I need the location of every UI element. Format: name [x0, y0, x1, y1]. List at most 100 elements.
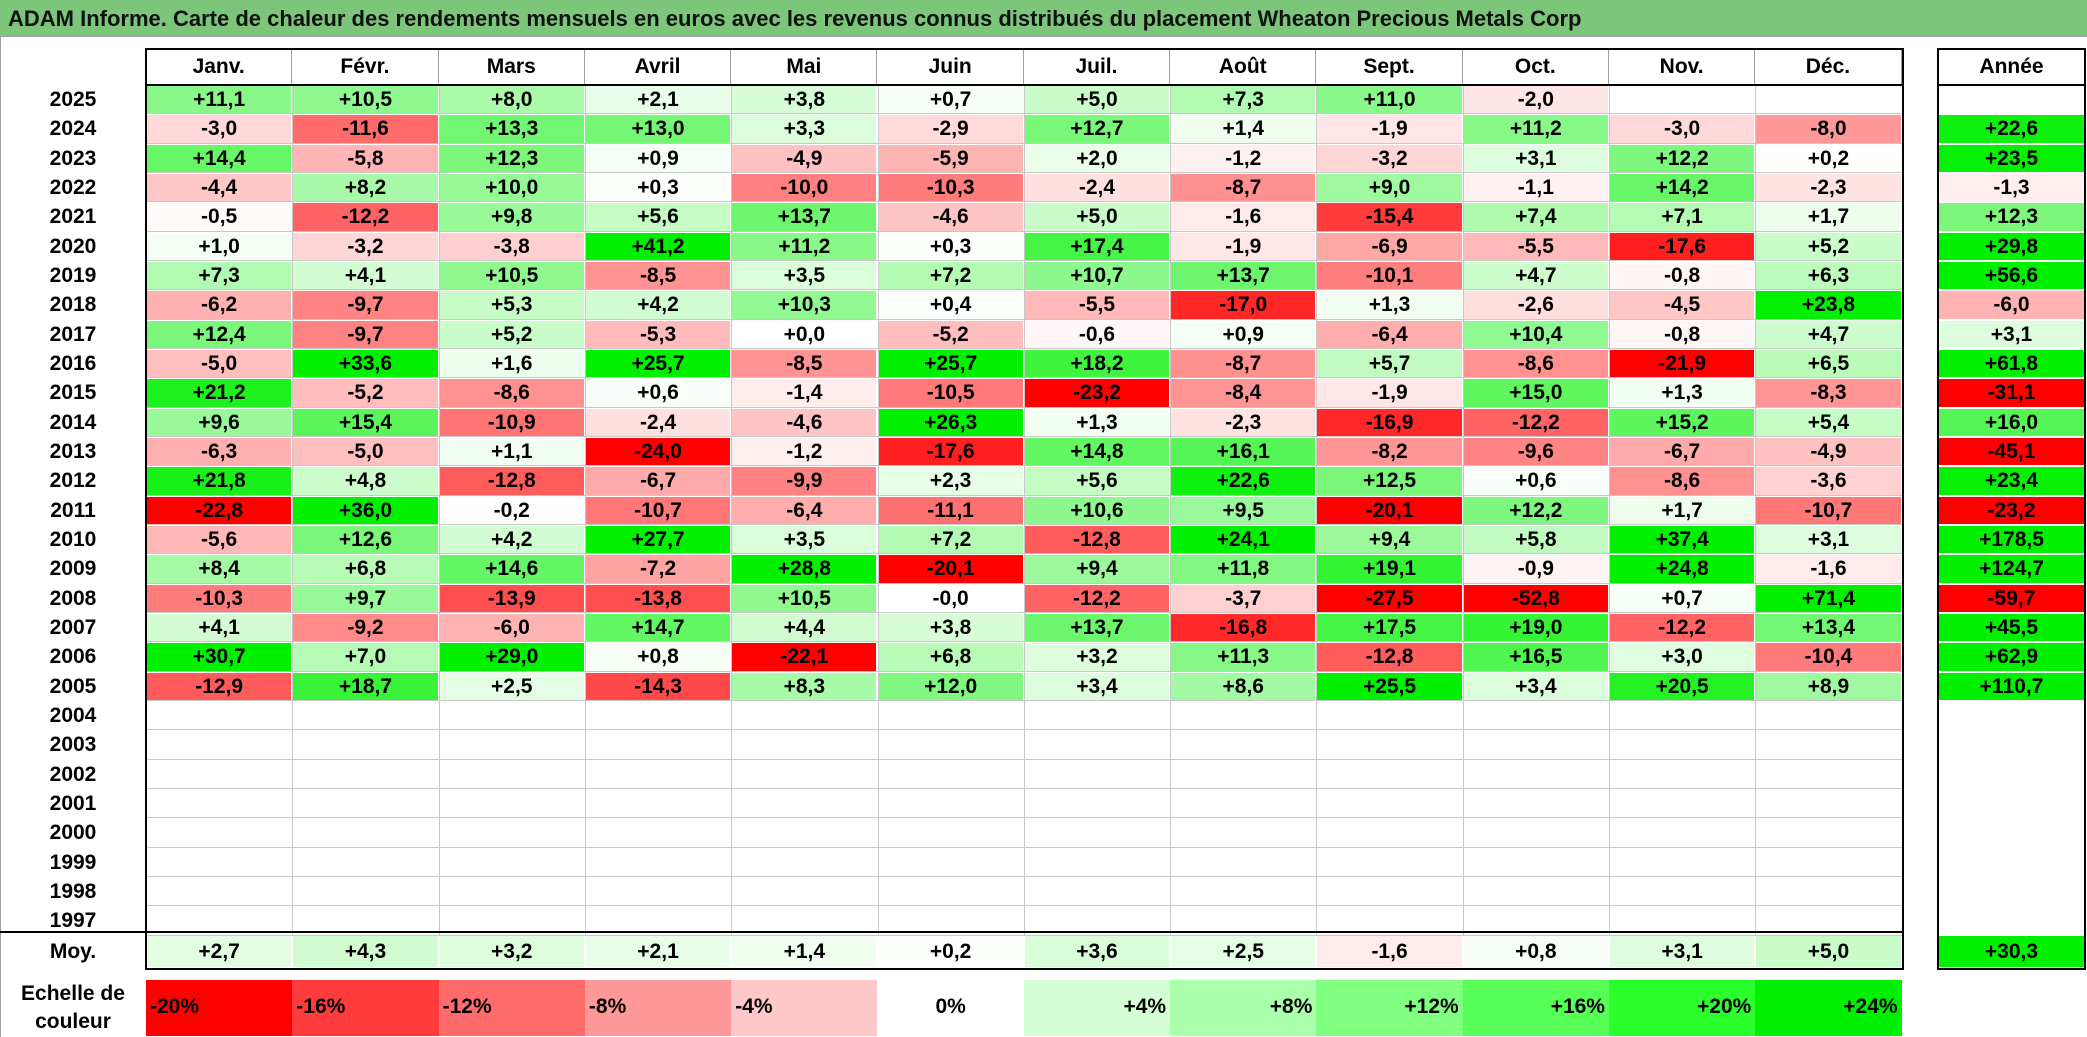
- heatmap-cell: +0,2: [1756, 144, 1901, 172]
- heatmap-cell: [1171, 701, 1316, 730]
- heatmap-cell: +25,7: [878, 349, 1023, 378]
- heatmap-cell: +10,3: [732, 291, 877, 319]
- year-label: 2002: [49, 762, 97, 786]
- heatmap-cell: +12,2: [1610, 144, 1755, 172]
- heatmap-cell: -4,4: [147, 173, 292, 202]
- year-column-header: Année: [1979, 55, 2044, 78]
- heatmap-cell: +11,1: [147, 86, 292, 114]
- heatmap-cell: -12,8: [439, 467, 584, 495]
- heatmap-cell: -10,3: [147, 584, 292, 612]
- heatmap-cell: +0,6: [585, 379, 731, 407]
- heatmap-cell: [439, 907, 584, 935]
- color-scale-swatch: +4%: [1023, 980, 1171, 1036]
- annual-cell: +29,8: [1939, 232, 2084, 260]
- heatmap-cell: [293, 848, 438, 876]
- heatmap-cell: +0,4: [878, 291, 1023, 319]
- heatmap-cell: +6,5: [1756, 349, 1901, 378]
- month-header: Mars: [439, 49, 585, 84]
- heatmap-cell: +2,3: [878, 467, 1023, 495]
- heatmap-cell: -8,4: [1171, 379, 1316, 407]
- annual-cell: +23,5: [1939, 144, 2084, 172]
- heatmap-cell: [293, 789, 438, 818]
- heatmap-cell: +5,7: [1317, 349, 1462, 378]
- heatmap-cell: -5,6: [147, 525, 292, 554]
- heatmap-cell: -8,2: [1317, 437, 1462, 466]
- heatmap-cell: -5,3: [585, 320, 731, 348]
- heatmap-cell: [1463, 760, 1608, 788]
- year-label: 2004: [49, 703, 97, 727]
- heatmap-cell: [1463, 819, 1608, 847]
- average-cell: +2,7: [147, 936, 292, 967]
- heatmap-cell: -6,4: [732, 496, 877, 524]
- year-label: 2024: [49, 117, 97, 141]
- heatmap-cell: [878, 907, 1023, 935]
- month-header: Mai: [731, 49, 878, 84]
- heatmap-cell: [1756, 86, 1901, 114]
- color-scale-swatch: -4%: [731, 980, 878, 1036]
- heatmap-cell: -13,9: [439, 584, 584, 612]
- heatmap-cell: [1756, 731, 1901, 759]
- average-cell: +2,5: [1171, 936, 1316, 967]
- heatmap-cell: [439, 760, 584, 788]
- year-label: 2023: [49, 146, 97, 170]
- heatmap-cell: -6,9: [1317, 232, 1462, 260]
- heatmap-cell: +1,0: [147, 232, 292, 260]
- heatmap-cell: +3,8: [878, 613, 1023, 642]
- year-label: 2001: [49, 791, 97, 815]
- heatmap-cell: -13,8: [585, 584, 731, 612]
- heatmap-cell: -2,6: [1463, 291, 1608, 319]
- heatmap-cell: [732, 819, 877, 847]
- heatmap-cell: -27,5: [1317, 584, 1462, 612]
- heatmap-cell: -22,8: [147, 496, 292, 524]
- heatmap-cell: [585, 789, 731, 818]
- heatmap-cell: +24,8: [1610, 555, 1755, 583]
- heatmap-cell: -0,2: [439, 496, 584, 524]
- heatmap-cell: -23,2: [1024, 379, 1170, 407]
- heatmap-cell: -20,1: [878, 555, 1023, 583]
- heatmap-cell: -15,4: [1317, 203, 1462, 231]
- heatmap-cell: -12,2: [1610, 613, 1755, 642]
- heatmap-cell: -1,9: [1317, 115, 1462, 143]
- heatmap-cell: [1463, 877, 1608, 906]
- heatmap-cell: +19,1: [1317, 555, 1462, 583]
- heatmap-cell: +13,3: [439, 115, 584, 143]
- heatmap-cell: +15,0: [1463, 379, 1608, 407]
- heatmap-cell: -2,4: [585, 408, 731, 436]
- heatmap-cell: -1,4: [732, 379, 877, 407]
- heatmap-cell: -1,2: [1171, 144, 1316, 172]
- heatmap-cell: [1463, 789, 1608, 818]
- annual-cell: +3,1: [1939, 320, 2084, 348]
- annual-cell: -59,7: [1939, 584, 2084, 612]
- heatmap-cell: +12,0: [878, 672, 1023, 700]
- heatmap-cell: +9,4: [1024, 555, 1170, 583]
- year-label: 2013: [49, 439, 97, 463]
- heatmap-cell: [1756, 907, 1901, 935]
- heatmap-cell: [1610, 789, 1755, 818]
- heatmap-cell: [293, 819, 438, 847]
- column-divider: [584, 85, 586, 936]
- heatmap-cell: -0,8: [1610, 261, 1755, 290]
- year-label: 2012: [49, 469, 97, 493]
- heatmap-cell: -4,9: [732, 144, 877, 172]
- heatmap-cell: +4,1: [147, 613, 292, 642]
- heatmap-cell: -24,0: [585, 437, 731, 466]
- column-divider: [731, 85, 733, 936]
- year-label: 2009: [49, 557, 97, 581]
- year-label: 2015: [49, 381, 97, 405]
- heatmap-cell: [878, 819, 1023, 847]
- heatmap-cell: +17,4: [1024, 232, 1170, 260]
- heatmap-cell: -0,5: [147, 203, 292, 231]
- heatmap-cell: -2,0: [1463, 86, 1608, 114]
- heatmap-cell: +12,5: [1317, 467, 1462, 495]
- heatmap-cell: +3,8: [732, 86, 877, 114]
- heatmap-cell: [147, 701, 292, 730]
- heatmap-cell: +9,8: [439, 203, 584, 231]
- heatmap-cell: [585, 760, 731, 788]
- heatmap-cell: [1171, 760, 1316, 788]
- heatmap-cell: [732, 877, 877, 906]
- heatmap-cell: [585, 819, 731, 847]
- heatmap-cell: +27,7: [585, 525, 731, 554]
- heatmap-cell: -6,0: [439, 613, 584, 642]
- heatmap-cell: +1,7: [1610, 496, 1755, 524]
- column-divider: [292, 85, 294, 936]
